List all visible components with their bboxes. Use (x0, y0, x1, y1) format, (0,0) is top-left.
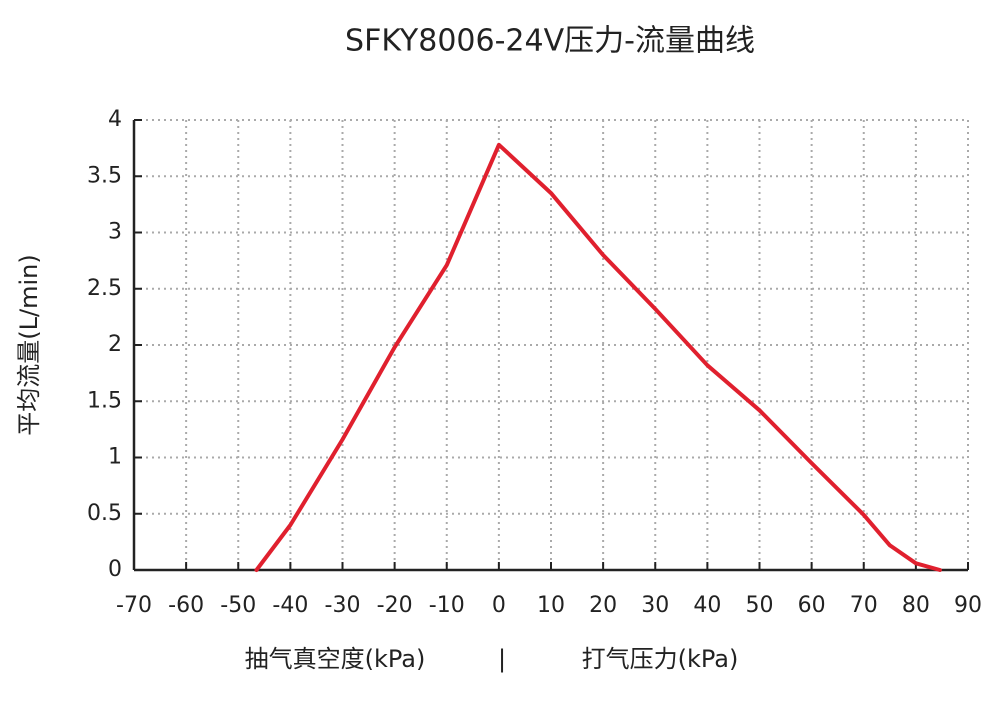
y-tick-label: 0 (108, 557, 122, 582)
y-tick-label: 3.5 (87, 163, 122, 188)
x-tick-label: 10 (537, 593, 565, 618)
x-tick-label: 50 (746, 593, 774, 618)
data-line (254, 142, 942, 572)
x-axis-label-right: 打气压力(kPa) (582, 645, 739, 673)
chart-title: SFKY8006-24V压力-流量曲线 (345, 24, 755, 59)
x-axis-label-left: 抽气真空度(kPa) (245, 645, 426, 673)
x-tick-label: 70 (850, 593, 878, 618)
y-tick-label: 4 (108, 107, 122, 132)
y-tick-label: 2 (108, 332, 122, 357)
y-tick-label: 1 (108, 445, 122, 470)
x-tick-label: 90 (954, 593, 982, 618)
x-tick-label: -20 (377, 593, 413, 618)
y-tick-label: 2.5 (87, 276, 122, 301)
x-tick-label: 40 (693, 593, 721, 618)
y-tick-label: 1.5 (87, 388, 122, 413)
x-tick-label: -60 (168, 593, 204, 618)
x-tick-label: 20 (589, 593, 617, 618)
x-tick-label: 60 (798, 593, 826, 618)
y-tick-label: 3 (108, 220, 122, 245)
x-tick-label: 30 (641, 593, 669, 618)
y-axis-label: 平均流量(L/min) (15, 254, 43, 435)
x-tick-label: -40 (272, 593, 308, 618)
y-tick-label: 0.5 (87, 501, 122, 526)
x-tick-label: -30 (325, 593, 361, 618)
x-tick-label: -70 (116, 593, 152, 618)
x-tick-label: -10 (429, 593, 465, 618)
x-tick-label: -50 (220, 593, 256, 618)
x-tick-label: 80 (902, 593, 930, 618)
x-tick-label: 0 (492, 593, 506, 618)
x-axis-separator: | (498, 645, 506, 673)
